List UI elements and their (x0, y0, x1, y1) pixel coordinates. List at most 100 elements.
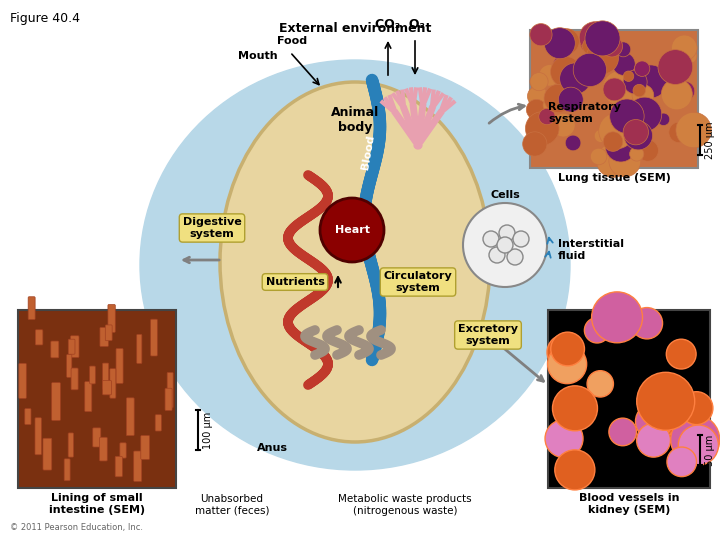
FancyBboxPatch shape (137, 334, 142, 363)
Circle shape (539, 65, 560, 86)
Text: 100 µm: 100 µm (203, 411, 213, 449)
Circle shape (634, 65, 667, 98)
Circle shape (609, 418, 636, 446)
Text: Figure 40.4: Figure 40.4 (10, 12, 80, 25)
Circle shape (629, 147, 644, 161)
Circle shape (601, 36, 623, 57)
Text: CO₂  O₂: CO₂ O₂ (375, 18, 425, 31)
Circle shape (551, 332, 585, 366)
Text: Cells: Cells (490, 190, 520, 200)
Circle shape (610, 99, 644, 133)
Text: Heart: Heart (335, 225, 369, 235)
Circle shape (606, 131, 636, 162)
Circle shape (636, 372, 695, 430)
FancyBboxPatch shape (68, 339, 75, 354)
FancyBboxPatch shape (156, 415, 161, 431)
Circle shape (582, 38, 600, 55)
Circle shape (657, 113, 670, 126)
FancyBboxPatch shape (71, 368, 78, 390)
Circle shape (623, 119, 649, 145)
Text: External environment: External environment (279, 22, 431, 35)
Circle shape (565, 91, 583, 109)
Circle shape (678, 425, 719, 465)
FancyBboxPatch shape (141, 435, 150, 460)
Circle shape (554, 29, 580, 55)
Text: 250 µm: 250 µm (705, 122, 715, 159)
FancyBboxPatch shape (150, 319, 158, 356)
Circle shape (499, 225, 515, 241)
Text: Blood vessels in
kidney (SEM): Blood vessels in kidney (SEM) (579, 493, 679, 515)
Circle shape (528, 86, 548, 106)
Circle shape (603, 78, 626, 101)
Circle shape (551, 57, 581, 87)
Text: Animal
body: Animal body (331, 106, 379, 134)
Circle shape (580, 26, 608, 55)
Circle shape (585, 21, 620, 56)
Circle shape (636, 403, 672, 440)
Circle shape (547, 335, 582, 370)
Text: Respiratory
system: Respiratory system (548, 102, 621, 124)
Circle shape (633, 84, 645, 97)
Circle shape (320, 198, 384, 262)
FancyBboxPatch shape (51, 341, 59, 358)
FancyBboxPatch shape (71, 336, 79, 357)
Text: Blood: Blood (360, 134, 376, 170)
Circle shape (489, 247, 505, 263)
FancyBboxPatch shape (35, 330, 43, 345)
Circle shape (658, 50, 693, 84)
Circle shape (643, 393, 668, 417)
Text: Mouth: Mouth (238, 51, 278, 61)
Circle shape (573, 53, 606, 86)
Text: Lining of small
intestine (SEM): Lining of small intestine (SEM) (49, 493, 145, 515)
FancyBboxPatch shape (52, 382, 60, 421)
Circle shape (507, 249, 523, 265)
Circle shape (579, 22, 611, 54)
Circle shape (672, 35, 697, 60)
Circle shape (671, 415, 720, 464)
Circle shape (559, 87, 583, 112)
Circle shape (676, 112, 711, 148)
FancyBboxPatch shape (89, 366, 95, 384)
FancyBboxPatch shape (28, 297, 35, 320)
Circle shape (586, 42, 618, 74)
Circle shape (669, 122, 690, 143)
Circle shape (585, 318, 610, 343)
Circle shape (539, 112, 552, 125)
FancyBboxPatch shape (19, 363, 27, 399)
FancyBboxPatch shape (120, 443, 126, 458)
Circle shape (649, 395, 684, 430)
Circle shape (667, 447, 696, 477)
Circle shape (624, 71, 634, 82)
Circle shape (523, 132, 547, 156)
Circle shape (526, 99, 546, 120)
Circle shape (545, 420, 583, 457)
FancyBboxPatch shape (85, 382, 92, 411)
Circle shape (616, 42, 631, 57)
Circle shape (544, 28, 575, 59)
Circle shape (683, 129, 696, 141)
Circle shape (543, 97, 559, 113)
Text: Excretory
system: Excretory system (458, 324, 518, 346)
Circle shape (637, 140, 658, 161)
Circle shape (530, 24, 552, 46)
FancyBboxPatch shape (165, 388, 172, 410)
Circle shape (632, 85, 654, 106)
FancyBboxPatch shape (18, 310, 176, 488)
FancyBboxPatch shape (43, 438, 52, 470)
FancyBboxPatch shape (530, 30, 698, 168)
FancyBboxPatch shape (100, 327, 108, 347)
FancyBboxPatch shape (99, 437, 107, 461)
Circle shape (609, 145, 641, 177)
Text: Anus: Anus (256, 443, 287, 453)
FancyBboxPatch shape (67, 354, 72, 377)
Circle shape (680, 392, 713, 424)
FancyBboxPatch shape (105, 325, 112, 341)
Circle shape (675, 81, 695, 101)
Circle shape (627, 97, 662, 132)
Text: Circulatory
system: Circulatory system (384, 271, 452, 293)
Circle shape (548, 345, 587, 383)
FancyBboxPatch shape (102, 363, 109, 389)
Circle shape (552, 113, 575, 137)
Circle shape (594, 130, 608, 143)
Circle shape (613, 52, 635, 76)
